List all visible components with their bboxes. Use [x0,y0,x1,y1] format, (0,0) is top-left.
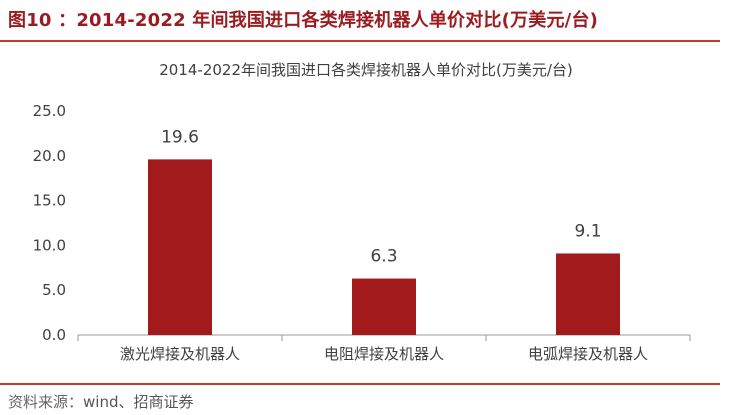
x-axis-label: 电弧焊接及机器人 [528,345,648,363]
figure-label: 图10 ： [8,10,77,31]
y-tick-label: 25.0 [33,102,66,120]
source-text: wind、招商证券 [83,393,194,411]
header-rule [0,40,720,42]
bar [352,278,416,335]
bar [148,159,212,335]
bars [148,159,620,335]
x-axis-tick-marks [77,335,691,341]
data-labels: 19.6 6.3 9.1 [161,127,601,266]
y-tick-label: 5.0 [42,281,66,299]
y-tick-label: 15.0 [33,192,66,210]
chart-title: 2014-2022年间我国进口各类焊接机器人单价对比(万美元/台) [159,61,573,79]
figure-title-text: 2014-2022 年间我国进口各类焊接机器人单价对比(万美元/台) [76,10,599,31]
data-label: 19.6 [161,127,199,147]
x-axis-label: 电阻焊接及机器人 [324,345,444,363]
source-prefix: 资料来源： [8,393,84,411]
footer-rule [0,383,720,385]
y-tick-label: 0.0 [42,326,66,344]
x-axis-label: 激光焊接及机器人 [120,345,240,363]
y-axis-ticks: 0.0 5.0 10.0 15.0 20.0 25.0 [33,102,66,344]
figure-title: 图10 ：2014-2022 年间我国进口各类焊接机器人单价对比(万美元/台) [8,6,598,32]
y-tick-label: 10.0 [33,236,66,254]
data-label: 6.3 [370,247,397,267]
source-note: 资料来源：wind、招商证券 [8,391,193,412]
figure-header: 图10 ：2014-2022 年间我国进口各类焊接机器人单价对比(万美元/台) [0,0,735,44]
bar [556,253,620,335]
bar-chart: 2014-2022年间我国进口各类焊接机器人单价对比(万美元/台) 0.0 5.0… [33,61,691,363]
x-axis-labels: 激光焊接及机器人 电阻焊接及机器人 电弧焊接及机器人 [120,345,648,363]
data-label: 9.1 [574,221,601,241]
y-tick-label: 20.0 [33,147,66,165]
